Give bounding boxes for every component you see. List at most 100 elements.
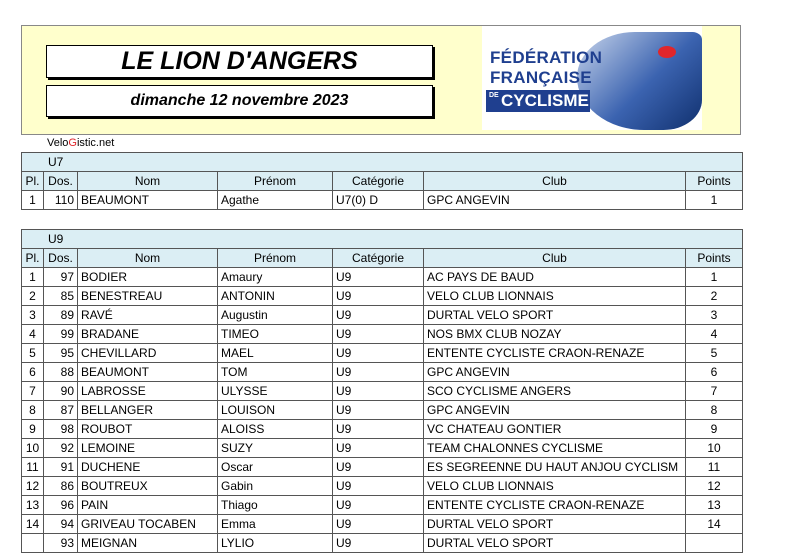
table-row: 8 87 BELLANGER LOUISON U9 GPC ANGEVIN 8 [21,400,743,420]
cell-cat: U9 [332,476,424,496]
cell-dos: 85 [43,286,78,306]
event-date: dimanche 12 novembre 2023 [130,92,349,109]
category-header-row: U9 [21,229,743,249]
table-row: 12 86 BOUTREUX Gabin U9 VELO CLUB LIONNAIS 12 [21,476,743,496]
cell-cat: U9 [332,419,424,439]
cell-pl: 1 [21,267,44,287]
cell-club: AC PAYS DE BAUD [423,267,686,287]
cell-prenom: Thiago [217,495,333,515]
cell-prenom: Gabin [217,476,333,496]
cell-pl: 3 [21,305,44,325]
cell-nom: LEMOINE [77,438,218,458]
cell-pl: 14 [21,514,44,534]
cell-dos: 87 [43,400,78,420]
cell-pl: 7 [21,381,44,401]
cell-dos: 91 [43,457,78,477]
cell-points: 1 [685,267,743,287]
cell-dos: 88 [43,362,78,382]
cell-dos: 89 [43,305,78,325]
cell-prenom: Oscar [217,457,333,477]
cell-dos: 94 [43,514,78,534]
cell-cat: U9 [332,343,424,363]
cell-club: DURTAL VELO SPORT [423,305,686,325]
cell-cat: U9 [332,400,424,420]
cell-nom: BRADANE [77,324,218,344]
cell-pl: 11 [21,457,44,477]
category-header-row: U7 [21,152,743,172]
cell-nom: BEAUMONT [77,362,218,382]
cell-points: 9 [685,419,743,439]
cell-points: 14 [685,514,743,534]
category-name: U7 [21,152,743,172]
column-header-categorie: Catégorie [332,248,424,268]
cell-prenom: ANTONIN [217,286,333,306]
cell-prenom: ULYSSE [217,381,333,401]
velogistic-credit[interactable]: VeloGistic.net [47,137,114,149]
column-header-club: Club [423,171,686,191]
cell-dos: 95 [43,343,78,363]
cell-points [685,533,743,553]
cell-nom: BEAUMONT [77,190,218,210]
cell-dos: 93 [43,533,78,553]
cell-club: NOS BMX CLUB NOZAY [423,324,686,344]
cell-prenom: SUZY [217,438,333,458]
event-title-box: LE LION D'ANGERS [46,45,433,78]
column-header-nom: Nom [77,248,218,268]
table-row: 9 98 ROUBOT ALOISS U9 VC CHATEAU GONTIER 9 [21,419,743,439]
category-name: U9 [21,229,743,249]
cell-cat: U9 [332,286,424,306]
column-header-points: Points [685,248,743,268]
cell-points: 4 [685,324,743,344]
column-header-nom: Nom [77,171,218,191]
cell-pl: 10 [21,438,44,458]
table-row: 5 95 CHEVILLARD MAEL U9 ENTENTE CYCLISTE CRAO… [21,343,743,363]
cell-dos: 110 [43,190,78,210]
cell-club: SCO CYCLISME ANGERS [423,381,686,401]
cell-cat: U9 [332,305,424,325]
logo-text-de: DE [489,92,499,99]
cell-pl: 1 [21,190,44,210]
cell-prenom: Amaury [217,267,333,287]
cell-dos: 98 [43,419,78,439]
event-date-box: dimanche 12 novembre 2023 [46,85,433,117]
logo-red-dot-icon [658,46,676,58]
cell-dos: 92 [43,438,78,458]
cell-cat: U9 [332,438,424,458]
cell-prenom: TOM [217,362,333,382]
column-header-points: Points [685,171,743,191]
cell-dos: 96 [43,495,78,515]
column-header-club: Club [423,248,686,268]
cell-pl: 8 [21,400,44,420]
cell-points: 12 [685,476,743,496]
table-row: 7 90 LABROSSE ULYSSE U9 SCO CYCLISME ANGERS 7 [21,381,743,401]
cell-dos: 90 [43,381,78,401]
table-row: 3 89 RAVÉ Augustin U9 DURTAL VELO SPORT 3 [21,305,743,325]
cell-nom: GRIVEAU TOCABEN [77,514,218,534]
cell-club: TEAM CHALONNES CYCLISME [423,438,686,458]
column-header-dos: Dos. [43,248,78,268]
cell-points: 7 [685,381,743,401]
column-header-pl: Pl. [21,248,44,268]
results-table-u9: U9 Pl. Dos. Nom Prénom Catégorie Club Points 1 97… [21,229,743,553]
cell-cat: U9 [332,533,424,553]
cell-points: 13 [685,495,743,515]
cell-pl: 13 [21,495,44,515]
column-header-categorie: Catégorie [332,171,424,191]
cell-club: VELO CLUB LIONNAIS [423,286,686,306]
cell-pl: 9 [21,419,44,439]
cell-nom: LABROSSE [77,381,218,401]
cell-nom: BOUTREUX [77,476,218,496]
cell-prenom: Agathe [217,190,333,210]
cell-nom: BELLANGER [77,400,218,420]
table-row: 93 MEIGNAN LYLIO U9 DURTAL VELO SPORT [21,533,743,553]
cell-nom: BENESTREAU [77,286,218,306]
cell-prenom: Emma [217,514,333,534]
cell-club: ENTENTE CYCLISTE CRAON-RENAZE [423,495,686,515]
cell-cat: U9 [332,324,424,344]
cell-cat: U9 [332,495,424,515]
cell-pl: 2 [21,286,44,306]
cell-prenom: TIMEO [217,324,333,344]
table-row: 1 110 BEAUMONT Agathe U7(0) D GPC ANGEVIN 1 [21,190,743,210]
cell-points: 11 [685,457,743,477]
cell-points: 8 [685,400,743,420]
